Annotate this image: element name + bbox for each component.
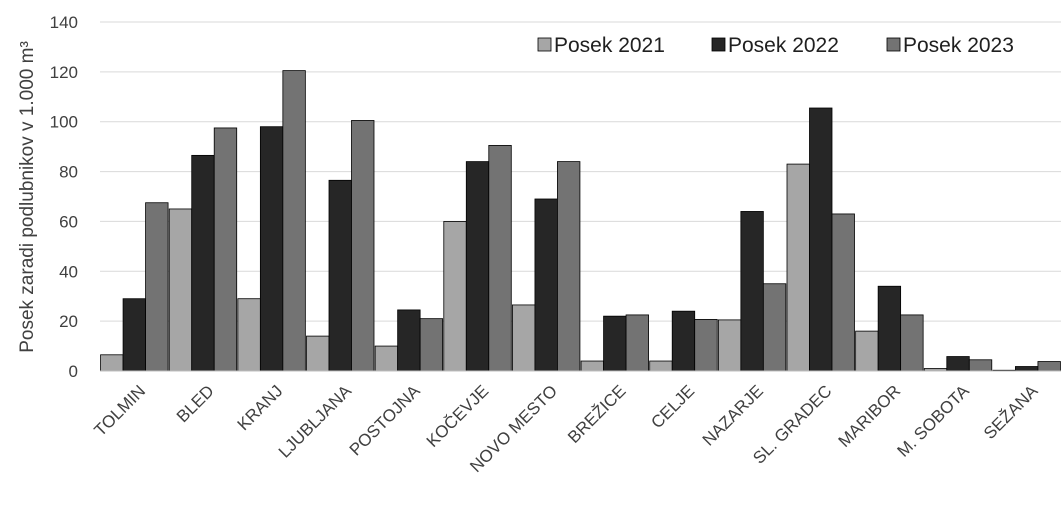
bar-1-11 (786, 163, 810, 372)
x-tick-label: SEŽANA (980, 381, 1042, 443)
legend-label: Posek 2023 (903, 34, 1014, 57)
legend-swatch (711, 37, 726, 52)
y-tick-labels: 0 20 40 60 80 100 120 140 (50, 13, 78, 381)
x-tick-label: POSTOJNA (346, 381, 424, 459)
bar-2-2 (191, 154, 215, 372)
y-tick-label: 140 (50, 13, 78, 32)
y-tick-label: 100 (50, 113, 78, 132)
bar-2-11 (809, 107, 833, 372)
bar-2-6 (465, 161, 490, 372)
x-tick-label: LJUBLJANA (275, 381, 356, 462)
x-tick-label: TOLMIN (91, 381, 150, 440)
bar-3-12 (900, 314, 924, 372)
x-tick-label: KOČEVJE (423, 381, 493, 451)
y-axis-title: Posek zaradi podlubnikov v 1.000 m³ (17, 41, 38, 353)
y-tick-label: 60 (59, 212, 78, 231)
gridlines (100, 21, 1061, 322)
bar-2-14 (1015, 366, 1039, 372)
legend-label: Posek 2022 (728, 34, 839, 57)
bar-1-12 (855, 330, 879, 372)
bar-2-12 (877, 285, 902, 372)
x-tick-label: BREŽICE (564, 381, 630, 447)
x-tick-label: CELJE (647, 381, 698, 432)
bar-3-11 (831, 213, 855, 372)
bar-3-9 (694, 318, 718, 372)
x-tick-label: NAZARJE (699, 381, 767, 449)
bar-3-1 (145, 202, 169, 372)
bar-2-3 (259, 126, 284, 372)
y-tick-label: 40 (59, 262, 78, 281)
y-tick-label: 0 (69, 362, 78, 381)
x-tick-label: BLED (173, 381, 218, 426)
legend-label: Posek 2021 (554, 34, 665, 57)
x-tick-label: M. SOBOTA (894, 381, 974, 461)
bar-3-10 (762, 283, 787, 372)
y-tick-label: 120 (50, 63, 78, 82)
bar-2-13 (946, 356, 970, 372)
legend-swatch (537, 37, 552, 52)
bar-2-5 (397, 309, 421, 372)
bar-1-3 (237, 298, 261, 372)
legend: Posek 2021 Posek 2022 Posek 2023 (537, 34, 1014, 57)
bar-1-8 (580, 360, 604, 372)
bar-2-9 (671, 310, 696, 372)
bar-3-5 (419, 318, 444, 372)
legend-swatch (886, 37, 901, 52)
y-tick-label: 80 (59, 163, 78, 182)
y-tick-label: 20 (59, 312, 78, 331)
bar-3-7 (557, 161, 581, 372)
bar-3-14 (1037, 361, 1061, 372)
bar-3-3 (282, 70, 306, 372)
bar-2-7 (534, 198, 558, 372)
bar-3-8 (625, 314, 649, 372)
bar-2-1 (122, 298, 146, 372)
bar-1-2 (168, 208, 193, 372)
bar-1-5 (374, 345, 399, 372)
bar-1-10 (717, 319, 742, 372)
bars (100, 70, 1061, 372)
x-tick-label: MARIBOR (835, 381, 905, 451)
bar-2-8 (603, 315, 627, 372)
bar-1-6 (443, 221, 467, 372)
bar-3-6 (488, 144, 512, 372)
bar-1-1 (100, 354, 124, 372)
bar-2-4 (328, 179, 352, 372)
bar-2-10 (740, 211, 764, 372)
bar-1-7 (512, 304, 536, 372)
bar-3-13 (968, 359, 993, 372)
bar-3-4 (351, 120, 375, 372)
bar-3-2 (213, 127, 238, 372)
bar-1-4 (306, 335, 330, 372)
x-tick-label: KRANJ (234, 381, 287, 434)
bar-1-9 (649, 360, 673, 372)
